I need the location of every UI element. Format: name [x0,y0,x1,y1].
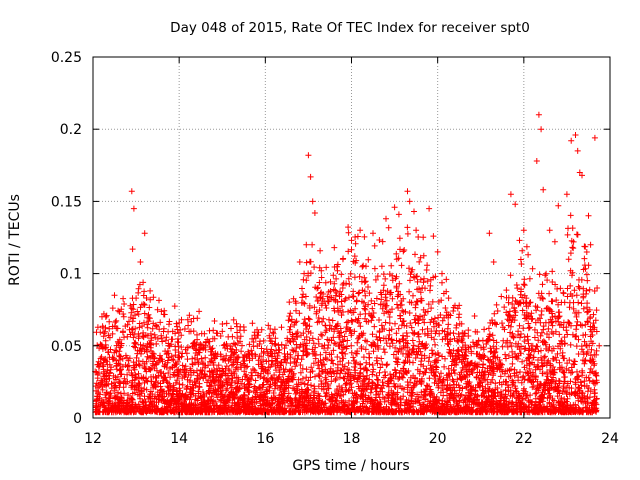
x-tick-label: 14 [170,431,188,447]
x-tick-label: 22 [515,431,533,447]
y-tick-label: 0.25 [51,50,82,66]
x-tick-label: 24 [601,431,619,447]
roti-marker [92,111,603,416]
y-tick-label: 0.15 [51,194,82,210]
x-tick-label: 12 [84,431,102,447]
x-axis-label: GPS time / hours [292,458,409,474]
y-tick-label: 0.1 [60,267,82,283]
tick-labels: 12 14 16 18 20 22 24 0 0.05 0.1 0.15 0.2 0.25 [51,50,619,447]
chart-title: Day 048 of 2015, Rate Of TEC Index for r… [170,20,530,36]
x-tick-label: 20 [429,431,447,447]
y-axis-label: ROTI / TECUs [7,194,23,286]
x-tick-label: 16 [256,431,274,447]
data-points [92,111,603,416]
y-tick-label: 0.05 [51,339,82,355]
axis-ticks [92,56,611,419]
y-tick-label: 0.2 [60,122,82,138]
x-tick-label: 18 [343,431,361,447]
y-tick-label: 0 [73,411,82,427]
